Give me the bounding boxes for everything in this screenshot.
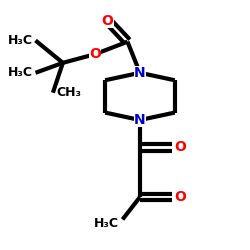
Text: O: O	[174, 140, 186, 154]
Text: N: N	[134, 66, 146, 80]
Text: CH₃: CH₃	[57, 86, 82, 99]
Text: H₃C: H₃C	[8, 34, 33, 47]
Text: O: O	[102, 14, 114, 28]
Text: N: N	[134, 113, 146, 127]
Text: H₃C: H₃C	[94, 217, 119, 230]
Text: O: O	[174, 190, 186, 204]
Text: H₃C: H₃C	[8, 66, 33, 79]
Text: O: O	[89, 47, 101, 61]
